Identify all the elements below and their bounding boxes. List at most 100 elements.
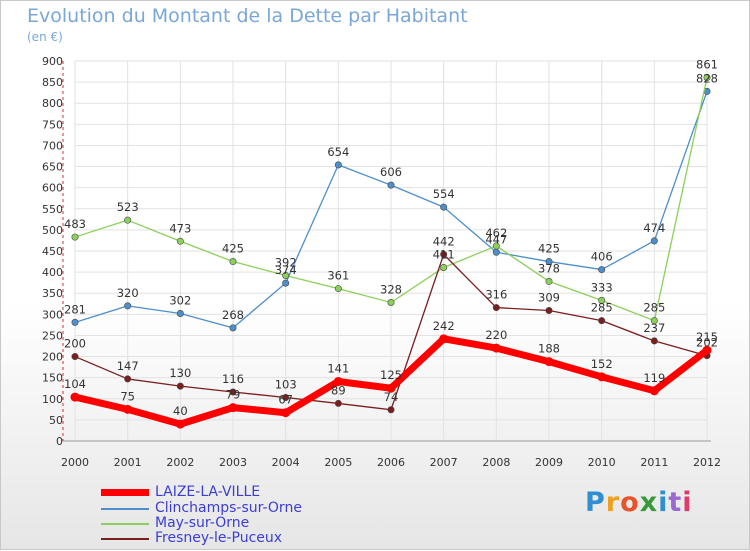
data-point bbox=[545, 258, 553, 266]
x-tick-label: 2010 bbox=[588, 456, 616, 469]
legend-swatch-laize bbox=[101, 489, 149, 496]
x-tick-label: 2003 bbox=[219, 456, 247, 469]
data-point bbox=[492, 242, 500, 250]
x-tick-label: 2005 bbox=[324, 456, 352, 469]
data-point bbox=[598, 317, 606, 325]
x-tick-label: 2012 bbox=[693, 456, 721, 469]
data-point bbox=[124, 302, 132, 310]
data-label: 654 bbox=[327, 145, 349, 159]
data-point bbox=[703, 73, 711, 81]
data-label: 125 bbox=[380, 368, 402, 382]
data-point bbox=[70, 392, 80, 402]
data-label: 378 bbox=[538, 261, 560, 275]
data-label: 285 bbox=[643, 301, 665, 315]
data-label: 861 bbox=[696, 57, 718, 71]
y-tick-label: 0 bbox=[56, 435, 63, 448]
data-point bbox=[545, 277, 553, 285]
y-tick-label: 300 bbox=[42, 308, 63, 321]
data-label: 425 bbox=[222, 242, 244, 256]
chart-title: Evolution du Montant de la Dette par Hab… bbox=[27, 5, 468, 27]
data-point bbox=[491, 343, 501, 353]
data-label: 302 bbox=[169, 293, 191, 307]
data-label: 447 bbox=[485, 232, 507, 246]
y-tick-label: 650 bbox=[42, 161, 63, 174]
data-label: 374 bbox=[275, 263, 297, 277]
data-label: 309 bbox=[538, 291, 560, 305]
data-label: 40 bbox=[173, 404, 188, 418]
data-label: 237 bbox=[643, 321, 665, 335]
data-point bbox=[229, 388, 237, 396]
data-point bbox=[386, 383, 396, 393]
data-point bbox=[282, 394, 290, 402]
data-label: 268 bbox=[222, 308, 244, 322]
y-tick-label: 700 bbox=[42, 139, 63, 152]
data-point bbox=[175, 419, 185, 429]
data-label: 67 bbox=[278, 393, 293, 407]
data-label: 320 bbox=[117, 286, 139, 300]
data-point bbox=[387, 299, 395, 307]
data-label: 75 bbox=[120, 389, 135, 403]
data-label: 523 bbox=[117, 200, 139, 214]
data-label: 473 bbox=[169, 221, 191, 235]
data-point bbox=[228, 403, 238, 413]
data-point bbox=[650, 317, 658, 325]
data-point bbox=[492, 304, 500, 312]
y-tick-label: 850 bbox=[42, 76, 63, 89]
y-tick-label: 800 bbox=[42, 97, 63, 110]
data-label: 220 bbox=[485, 328, 507, 342]
data-label: 328 bbox=[380, 283, 402, 297]
data-point bbox=[702, 345, 712, 355]
data-point bbox=[282, 279, 290, 287]
data-point bbox=[440, 250, 448, 258]
data-label: 361 bbox=[327, 269, 349, 283]
y-tick-label: 400 bbox=[42, 266, 63, 279]
data-point bbox=[650, 337, 658, 345]
data-label: 242 bbox=[433, 319, 455, 333]
data-point bbox=[387, 406, 395, 414]
data-label: 333 bbox=[591, 280, 613, 294]
data-point bbox=[71, 318, 79, 326]
data-label: 425 bbox=[538, 242, 560, 256]
data-label: 392 bbox=[275, 255, 297, 269]
y-tick-label: 750 bbox=[42, 118, 63, 131]
data-point bbox=[176, 237, 184, 245]
data-label: 474 bbox=[643, 221, 665, 235]
data-point bbox=[124, 375, 132, 383]
x-tick-label: 2006 bbox=[377, 456, 405, 469]
data-point bbox=[71, 233, 79, 241]
legend-swatch-may bbox=[101, 523, 149, 525]
data-label: 285 bbox=[591, 301, 613, 315]
data-label: 141 bbox=[327, 361, 349, 375]
y-tick-label: 50 bbox=[49, 414, 63, 427]
data-label: 316 bbox=[485, 288, 507, 302]
data-label: 462 bbox=[485, 226, 507, 240]
data-point bbox=[598, 296, 606, 304]
data-point bbox=[387, 181, 395, 189]
data-point bbox=[282, 271, 290, 279]
x-tick-label: 2007 bbox=[430, 456, 458, 469]
data-point bbox=[176, 309, 184, 317]
data-label: 147 bbox=[117, 359, 139, 373]
data-point bbox=[545, 307, 553, 315]
data-point bbox=[123, 404, 133, 414]
data-point bbox=[598, 266, 606, 274]
data-label: 411 bbox=[433, 247, 455, 261]
x-tick-label: 2008 bbox=[482, 456, 510, 469]
y-tick-label: 250 bbox=[42, 329, 63, 342]
y-tick-label: 450 bbox=[42, 245, 63, 258]
data-point bbox=[440, 203, 448, 211]
x-tick-label: 2004 bbox=[272, 456, 300, 469]
data-label: 202 bbox=[696, 336, 718, 350]
data-label: 828 bbox=[696, 71, 718, 85]
data-point bbox=[229, 258, 237, 266]
data-label: 119 bbox=[643, 371, 665, 385]
x-tick-label: 2001 bbox=[114, 456, 142, 469]
data-point bbox=[597, 372, 607, 382]
y-tick-label: 600 bbox=[42, 182, 63, 195]
data-label: 406 bbox=[591, 250, 613, 264]
data-point bbox=[334, 399, 342, 407]
x-tick-label: 2011 bbox=[640, 456, 668, 469]
data-label: 89 bbox=[331, 383, 346, 397]
x-tick-label: 2002 bbox=[166, 456, 194, 469]
